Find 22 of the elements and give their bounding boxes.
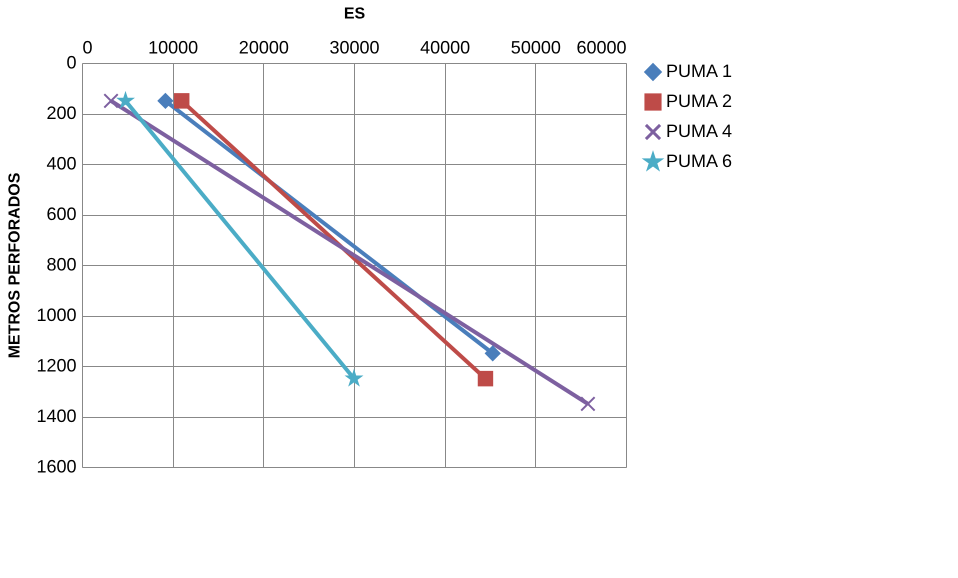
x-tick-label: 0 bbox=[82, 38, 93, 58]
y-tick-label: 200 bbox=[46, 103, 76, 123]
x-tick-label: 30000 bbox=[329, 38, 380, 58]
legend-label: PUMA 6 bbox=[666, 151, 732, 171]
y-tick-label: 600 bbox=[46, 204, 76, 224]
x-tick-label: 20000 bbox=[238, 38, 289, 58]
y-tick-label: 1200 bbox=[36, 356, 76, 376]
x-axis-title: ES bbox=[344, 6, 366, 22]
x-tick-label: 60000 bbox=[576, 38, 626, 58]
y-tick-label: 400 bbox=[46, 154, 76, 174]
x-tick-label: 50000 bbox=[510, 38, 561, 58]
y-tick-label: 0 bbox=[66, 52, 76, 72]
y-tick-label: 1400 bbox=[36, 406, 76, 426]
y-tick-label: 1600 bbox=[36, 456, 76, 476]
legend-label: PUMA 4 bbox=[666, 121, 732, 141]
y-tick-label: 1000 bbox=[36, 305, 76, 325]
legend-label: PUMA 2 bbox=[666, 91, 732, 111]
legend-label: PUMA 1 bbox=[666, 61, 732, 81]
x-tick-label: 10000 bbox=[148, 38, 198, 58]
x-tick-label: 40000 bbox=[420, 38, 470, 58]
y-axis-title: METROS PERFORADOS bbox=[6, 172, 24, 358]
y-tick-label: 800 bbox=[46, 254, 76, 274]
